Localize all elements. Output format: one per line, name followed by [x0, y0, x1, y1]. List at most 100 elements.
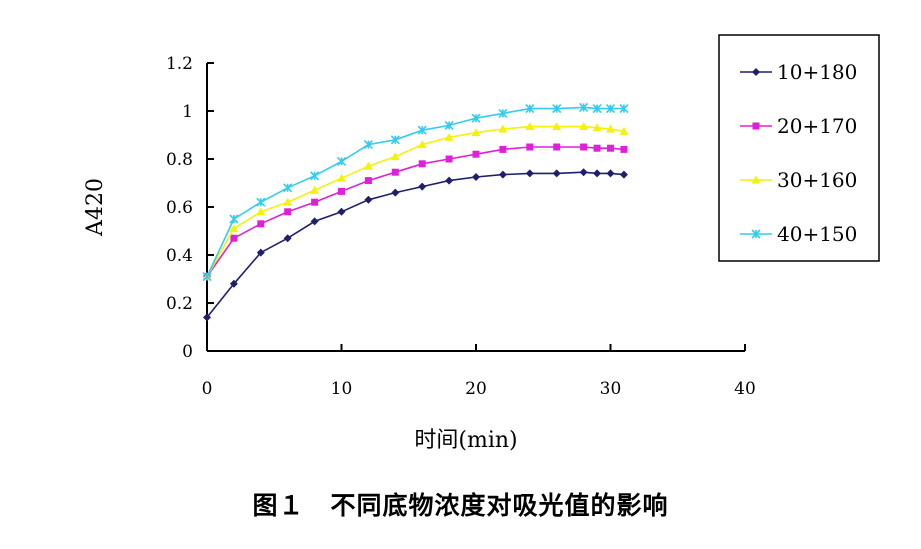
- data-point: [579, 168, 588, 177]
- axes: 0 0.2 0.4 0.6 0.8 1 1.2 0 10 20 30 40: [166, 54, 756, 399]
- data-point: [526, 143, 534, 151]
- data-point: [283, 183, 293, 193]
- legend-item: 40+150: [740, 222, 857, 246]
- data-point: [310, 185, 320, 194]
- data-point: [619, 170, 628, 179]
- data-point: [311, 198, 319, 206]
- data-point: [229, 224, 239, 233]
- line-chart: 00.20.40.60.811.20 10 20 30 40 时间(min) A420 …: [83, 34, 880, 453]
- data-point: [444, 120, 454, 130]
- x-axis-label: 时间(min): [414, 428, 517, 453]
- data-point: [310, 171, 320, 181]
- series-line: [206, 146, 625, 278]
- data-point: [620, 145, 628, 153]
- y-tick-label: 0.8: [166, 150, 193, 170]
- data-point: [552, 169, 561, 178]
- y-tick-label: 0.4: [166, 246, 193, 266]
- data-point: [257, 220, 265, 228]
- legend-label: 20+170: [777, 114, 857, 138]
- data-point: [336, 156, 347, 166]
- y-tick-label: 1: [182, 102, 193, 122]
- legend-label: 30+160: [777, 168, 857, 192]
- data-point: [445, 155, 453, 163]
- data-point: [363, 140, 373, 150]
- legend-swatch-marker: [752, 122, 760, 130]
- data-point: [552, 122, 562, 131]
- data-point: [593, 169, 602, 178]
- data-point: [499, 145, 507, 153]
- data-point: [472, 173, 480, 181]
- data-point: [579, 102, 589, 112]
- data-point: [592, 123, 602, 132]
- data-point: [203, 313, 211, 322]
- data-point: [391, 188, 400, 197]
- legend-label: 10+180: [777, 60, 857, 84]
- series-30+160: [202, 122, 629, 281]
- data-point: [338, 187, 345, 195]
- legend-swatch-marker: [751, 229, 761, 239]
- data-point: [607, 144, 614, 152]
- series-40+150: [202, 102, 629, 282]
- series-line: [206, 125, 625, 277]
- x-tick-label: 40: [734, 379, 756, 399]
- y-tick-label: 0: [182, 342, 193, 362]
- series-20+170: [203, 143, 628, 281]
- data-point: [553, 143, 561, 151]
- data-point: [580, 143, 588, 151]
- data-point: [310, 217, 319, 226]
- x-tick-label: 10: [331, 379, 353, 399]
- data-point: [471, 128, 481, 137]
- data-point: [472, 150, 480, 158]
- x-tick-label: 30: [600, 379, 622, 399]
- series-line: [206, 171, 625, 318]
- data-point: [498, 108, 508, 118]
- data-point: [337, 173, 346, 182]
- data-point: [444, 132, 454, 141]
- legend: 10+180 20+170 30+160 40+150: [718, 34, 880, 262]
- y-tick-label: 0.2: [166, 294, 193, 314]
- legend-item: 10+180: [740, 60, 857, 84]
- data-point: [229, 214, 239, 224]
- data-point: [593, 144, 601, 152]
- data-point: [619, 126, 629, 135]
- data-point: [619, 104, 629, 114]
- data-point: [284, 208, 292, 216]
- x-tick-label: 20: [465, 379, 487, 399]
- data-point: [256, 248, 265, 257]
- x-tick-label: 0: [202, 379, 213, 399]
- legend-swatch-marker: [752, 68, 760, 76]
- data-point: [390, 152, 400, 161]
- data-point: [417, 125, 427, 135]
- series-10+180: [203, 168, 628, 322]
- data-point: [418, 160, 426, 168]
- data-point: [552, 104, 562, 114]
- data-point: [256, 197, 266, 207]
- data-point: [605, 104, 616, 114]
- data-point: [202, 272, 212, 282]
- data-point: [579, 122, 589, 131]
- legend-item: 20+170: [740, 114, 857, 138]
- y-tick-label: 0.6: [166, 198, 193, 218]
- legend-swatch-marker: [751, 175, 761, 184]
- series-line: [206, 106, 624, 277]
- data-point: [390, 135, 400, 145]
- data-point: [606, 124, 615, 133]
- data-point: [364, 177, 372, 185]
- data-point: [525, 104, 535, 114]
- data-point: [471, 113, 481, 123]
- data-point: [391, 168, 399, 176]
- data-point: [229, 279, 238, 288]
- legend-label: 40+150: [777, 222, 857, 246]
- data-point: [363, 161, 373, 170]
- data-point: [498, 170, 507, 179]
- data-point: [417, 140, 427, 149]
- data-point: [525, 169, 534, 178]
- data-point: [283, 197, 293, 206]
- data-point: [256, 207, 266, 216]
- data-point: [418, 182, 427, 191]
- data-point: [364, 195, 373, 204]
- data-point: [592, 104, 602, 114]
- data-point: [525, 122, 535, 131]
- data-point: [445, 176, 454, 185]
- data-point: [230, 234, 238, 242]
